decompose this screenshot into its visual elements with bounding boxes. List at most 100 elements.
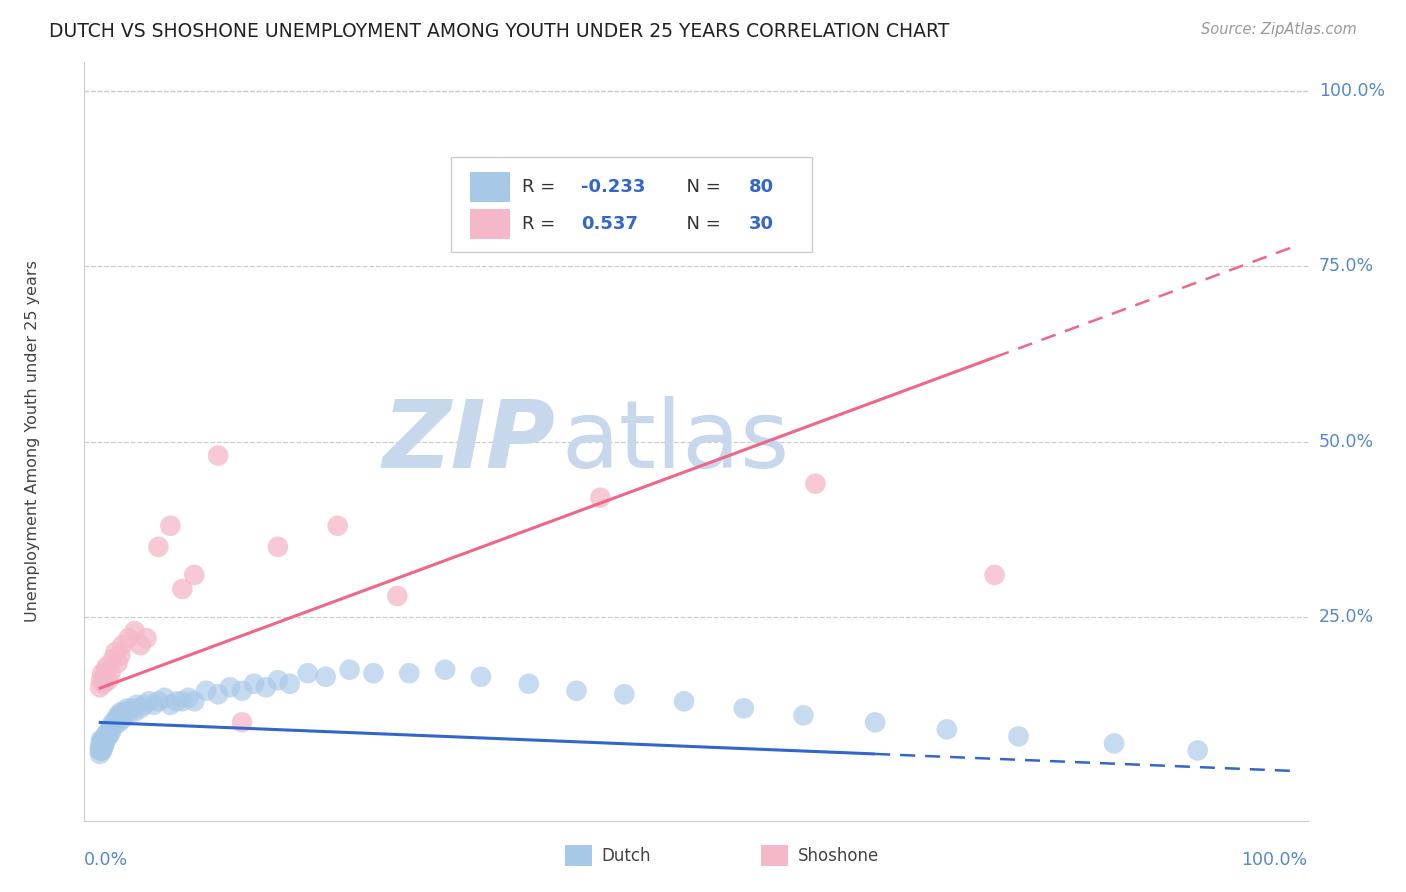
Point <box>97 730 120 744</box>
Point <box>90 736 112 750</box>
Point <box>231 683 253 698</box>
Text: 25.0%: 25.0% <box>1319 608 1374 626</box>
Point <box>105 712 128 726</box>
Point <box>148 694 170 708</box>
Point <box>129 638 152 652</box>
Text: 30: 30 <box>748 215 773 233</box>
Point <box>470 670 492 684</box>
Text: 50.0%: 50.0% <box>1319 433 1374 450</box>
Text: -0.233: -0.233 <box>581 178 645 196</box>
Point <box>96 659 118 673</box>
Point <box>117 631 139 645</box>
Point <box>125 698 148 712</box>
Point <box>100 666 122 681</box>
Point <box>90 739 112 754</box>
Point <box>267 673 290 688</box>
FancyBboxPatch shape <box>565 845 592 866</box>
Text: ZIP: ZIP <box>382 395 555 488</box>
Point <box>90 732 112 747</box>
Text: 75.0%: 75.0% <box>1319 257 1374 275</box>
Text: N =: N = <box>675 215 727 233</box>
Point <box>114 705 136 719</box>
Point <box>326 518 349 533</box>
Point <box>93 730 115 744</box>
Point <box>398 666 420 681</box>
Point <box>863 715 886 730</box>
Point <box>183 568 205 582</box>
Point <box>93 739 115 754</box>
Point <box>117 701 139 715</box>
Point <box>589 491 612 505</box>
Point <box>101 715 124 730</box>
Point <box>129 701 152 715</box>
Text: N =: N = <box>675 178 727 196</box>
Point <box>153 690 176 705</box>
Point <box>172 582 194 596</box>
Point <box>89 739 111 754</box>
Point <box>96 730 118 744</box>
Point <box>103 719 125 733</box>
FancyBboxPatch shape <box>761 845 787 866</box>
Point <box>104 645 127 659</box>
Point <box>93 732 115 747</box>
Point <box>124 624 146 639</box>
Point <box>565 683 588 698</box>
FancyBboxPatch shape <box>470 209 510 239</box>
Point <box>267 540 290 554</box>
Point <box>792 708 814 723</box>
Text: 0.0%: 0.0% <box>84 851 128 869</box>
Point <box>1007 730 1029 744</box>
Point <box>804 476 827 491</box>
Point <box>148 540 170 554</box>
Point <box>195 683 218 698</box>
Point <box>94 663 117 677</box>
Point <box>673 694 696 708</box>
Point <box>89 743 111 757</box>
Point <box>159 518 181 533</box>
Point <box>107 656 129 670</box>
Point <box>219 680 242 694</box>
Point <box>108 708 131 723</box>
Point <box>91 666 114 681</box>
Point <box>613 687 636 701</box>
Text: atlas: atlas <box>561 395 790 488</box>
Point <box>100 723 122 737</box>
Point <box>90 743 112 757</box>
Point <box>254 680 277 694</box>
Point <box>100 726 122 740</box>
Point <box>94 730 117 744</box>
Point <box>297 666 319 681</box>
Point <box>135 631 157 645</box>
Point <box>108 648 131 663</box>
Point <box>124 705 146 719</box>
Point <box>434 663 457 677</box>
Point <box>315 670 337 684</box>
Point <box>96 726 118 740</box>
Point <box>111 638 134 652</box>
Point <box>93 736 115 750</box>
Point <box>142 698 165 712</box>
Point <box>90 673 112 688</box>
Point <box>1102 736 1125 750</box>
Point <box>107 708 129 723</box>
Point <box>91 743 114 757</box>
Point <box>97 673 120 688</box>
Point <box>138 694 160 708</box>
Point <box>183 694 205 708</box>
Text: 80: 80 <box>748 178 773 196</box>
Point <box>177 690 200 705</box>
Point <box>517 677 540 691</box>
Text: Source: ZipAtlas.com: Source: ZipAtlas.com <box>1201 22 1357 37</box>
Point <box>935 723 957 737</box>
Text: R =: R = <box>522 178 561 196</box>
Text: 100.0%: 100.0% <box>1241 851 1308 869</box>
Point <box>93 732 115 747</box>
Point <box>93 736 115 750</box>
Point <box>101 719 124 733</box>
Point <box>93 670 115 684</box>
Point <box>89 680 111 694</box>
Point <box>110 705 132 719</box>
Text: Unemployment Among Youth under 25 years: Unemployment Among Youth under 25 years <box>25 260 41 623</box>
Point <box>97 726 120 740</box>
Text: DUTCH VS SHOSHONE UNEMPLOYMENT AMONG YOUTH UNDER 25 YEARS CORRELATION CHART: DUTCH VS SHOSHONE UNEMPLOYMENT AMONG YOU… <box>49 22 949 41</box>
